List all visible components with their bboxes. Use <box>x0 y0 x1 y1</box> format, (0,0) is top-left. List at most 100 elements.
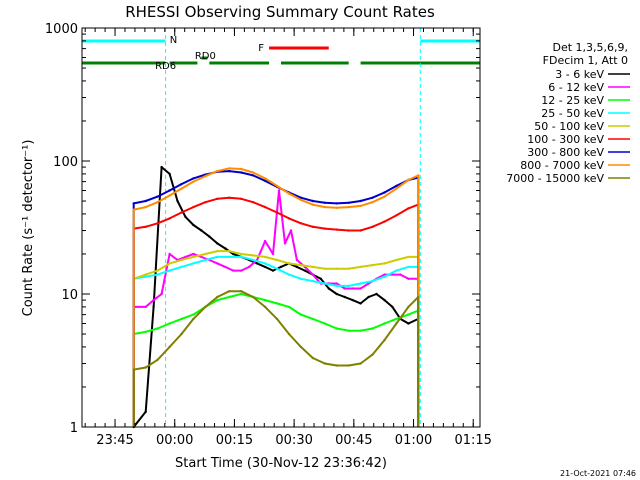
data-point-3-6-kev <box>359 302 362 305</box>
data-point-800-7000-kev <box>359 204 362 208</box>
data-point-6-12-kev <box>283 242 287 245</box>
data-point-800-7000-kev <box>275 184 279 188</box>
data-point-7000-15000-kev <box>168 345 171 349</box>
data-point-300-800-kev <box>168 189 171 192</box>
data-point-50-100-kev <box>359 265 362 269</box>
data-point-7000-15000-kev <box>144 366 147 369</box>
data-point-3-6-kev <box>335 292 338 296</box>
data-point-800-7000-kev <box>335 206 338 209</box>
data-point-25-50-kev <box>144 275 147 278</box>
legend-label-6-12-kev: 6 - 12 keV <box>548 81 604 94</box>
data-point-6-12-kev <box>351 287 354 290</box>
data-point-300-800-kev <box>323 201 326 204</box>
data-point-100-300-kev <box>407 207 410 210</box>
data-point-50-100-kev <box>263 255 267 259</box>
flag-label-n: N <box>170 35 177 46</box>
y-tick-label: 10 <box>61 288 78 303</box>
data-point-100-300-kev <box>204 201 207 204</box>
data-point-25-50-kev <box>180 265 183 269</box>
data-point-300-800-kev <box>192 177 195 180</box>
data-point-25-50-kev <box>251 258 255 262</box>
data-point-6-12-kev <box>216 262 219 265</box>
flag-label-rd0: RD0 <box>195 51 216 62</box>
data-point-6-12-kev <box>248 265 251 269</box>
data-point-3-6-kev <box>351 298 354 302</box>
data-point-800-7000-kev <box>156 201 159 204</box>
data-point-3-6-kev <box>168 172 171 176</box>
data-point-3-6-kev <box>319 277 322 280</box>
data-point-3-6-kev <box>303 269 307 272</box>
data-point-800-7000-kev <box>132 208 135 211</box>
y-tick-label: 1 <box>70 421 78 436</box>
data-point-50-100-kev <box>299 263 303 267</box>
data-point-7000-15000-kev <box>192 317 195 321</box>
x-axis-label: Start Time (30-Nov-12 23:36:42) <box>175 456 387 471</box>
data-point-3-6-kev <box>407 322 410 325</box>
data-point-3-6-kev <box>152 305 155 309</box>
data-point-50-100-kev <box>311 265 314 269</box>
data-point-7000-15000-kev <box>371 353 374 356</box>
data-point-300-800-kev <box>335 202 338 205</box>
data-point-800-7000-kev <box>180 187 183 190</box>
data-point-12-25-kev <box>263 298 267 302</box>
data-point-100-300-kev <box>383 220 386 223</box>
data-point-50-100-kev <box>347 267 350 270</box>
data-point-7000-15000-kev <box>204 305 207 309</box>
data-point-6-12-kev <box>160 292 163 296</box>
data-point-100-300-kev <box>395 214 398 217</box>
data-point-800-7000-kev <box>347 205 350 209</box>
data-point-3-6-kev <box>184 215 187 219</box>
data-point-6-12-kev <box>399 273 402 276</box>
data-point-6-12-kev <box>240 269 243 272</box>
data-point-100-300-kev <box>216 197 219 200</box>
data-point-12-25-kev <box>180 317 183 321</box>
data-point-6-12-kev <box>335 282 338 285</box>
data-point-6-12-kev <box>383 273 386 276</box>
data-point-7000-15000-kev <box>216 295 219 299</box>
legend-header-line: Det 1,3,5,6,9, <box>552 41 628 54</box>
data-point-3-6-kev <box>263 265 267 269</box>
data-point-50-100-kev <box>180 258 183 262</box>
data-point-3-6-kev <box>144 410 147 413</box>
data-point-100-300-kev <box>180 211 183 214</box>
data-point-6-12-kev <box>263 239 267 243</box>
data-point-800-7000-kev <box>299 198 303 202</box>
x-tick-label: 23:45 <box>96 433 133 448</box>
data-point-100-300-kev <box>156 222 159 225</box>
data-point-800-7000-kev <box>417 174 420 177</box>
data-point-100-300-kev <box>251 201 255 204</box>
data-point-800-7000-kev <box>144 205 147 209</box>
data-point-12-25-kev <box>240 292 243 296</box>
x-tick-label: 00:00 <box>156 433 193 448</box>
data-point-12-25-kev <box>347 329 350 332</box>
data-point-3-6-kev <box>208 235 211 238</box>
data-point-800-7000-kev <box>192 180 195 183</box>
data-point-25-50-kev <box>311 279 314 283</box>
data-point-6-12-kev <box>359 287 362 290</box>
data-point-12-25-kev <box>407 313 410 316</box>
data-point-3-6-kev <box>176 199 179 203</box>
data-point-800-7000-kev <box>407 178 410 182</box>
plot-timestamp: 21-Oct-2021 07:46 <box>560 469 636 478</box>
plot-frame <box>81 27 481 428</box>
data-point-800-7000-kev <box>240 167 243 171</box>
data-point-25-50-kev <box>383 275 386 278</box>
data-point-7000-15000-kev <box>251 295 255 299</box>
data-point-300-800-kev <box>251 174 255 177</box>
data-point-7000-15000-kev <box>417 295 420 299</box>
series-line-7000-15000-kev <box>132 290 420 427</box>
data-point-3-6-kev <box>391 305 394 309</box>
data-point-12-25-kev <box>359 329 362 332</box>
data-point-3-6-kev <box>375 292 378 296</box>
data-point-300-800-kev <box>263 179 267 182</box>
data-point-6-12-kev <box>184 255 187 259</box>
data-point-7000-15000-kev <box>359 362 362 365</box>
data-point-100-300-kev <box>371 225 374 228</box>
data-point-12-25-kev <box>192 313 195 316</box>
legend-label-12-25-kev: 12 - 25 keV <box>541 94 604 107</box>
legend-label-100-300-kev: 100 - 300 keV <box>527 133 604 146</box>
data-point-7000-15000-kev <box>275 317 279 321</box>
data-point-50-100-kev <box>204 252 207 256</box>
data-point-6-12-kev <box>200 255 203 259</box>
data-point-300-800-kev <box>347 201 350 204</box>
